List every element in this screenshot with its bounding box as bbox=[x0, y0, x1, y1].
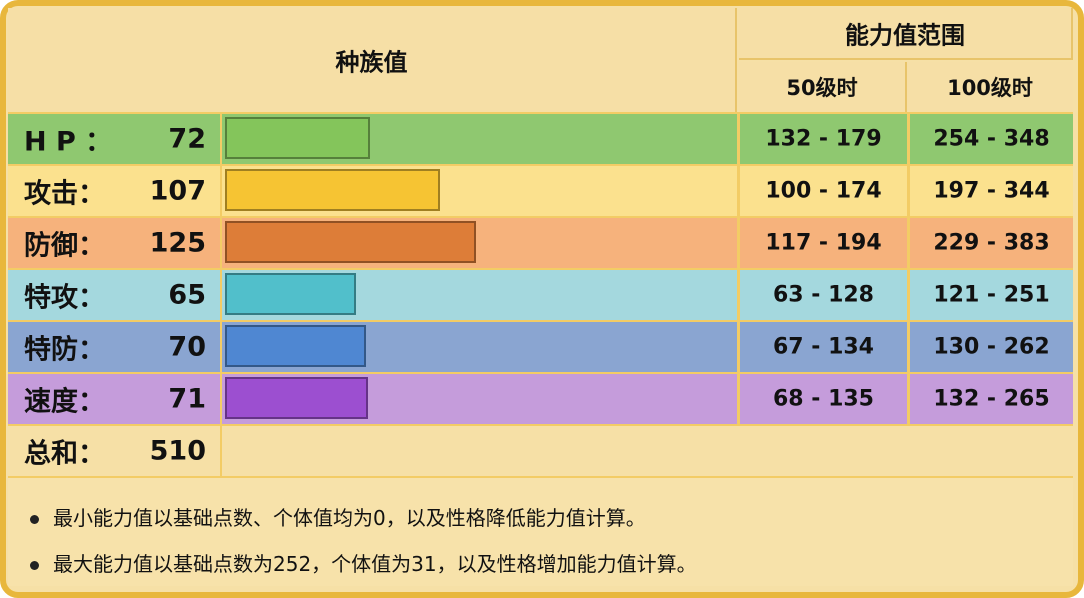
stat-bar bbox=[225, 221, 476, 263]
stat-bar bbox=[225, 117, 370, 159]
row-divider bbox=[8, 424, 1073, 426]
level50-label: 50级时 bbox=[786, 76, 858, 100]
stat-value: 70 bbox=[168, 331, 206, 363]
bullet-icon bbox=[30, 561, 39, 570]
range50-cell: 67 - 134 bbox=[737, 322, 907, 372]
range100-value: 197 - 344 bbox=[933, 178, 1050, 204]
row-divider bbox=[8, 320, 1073, 322]
stat-bar-cell bbox=[220, 166, 737, 216]
stat-bar bbox=[225, 273, 356, 315]
stat-row: 特攻： 65 63 - 128 121 - 251 bbox=[8, 270, 1073, 320]
stat-name: 速度： bbox=[24, 386, 105, 418]
range100-value: 132 - 265 bbox=[933, 386, 1050, 412]
range-title: 能力值范围 bbox=[845, 21, 965, 50]
range50-value: 68 - 135 bbox=[773, 386, 874, 412]
stat-bar-cell bbox=[220, 322, 737, 372]
stat-value: 72 bbox=[168, 123, 206, 155]
range50-value: 132 - 179 bbox=[765, 126, 882, 152]
level100-label: 100级时 bbox=[947, 76, 1033, 100]
stat-value: 65 bbox=[168, 279, 206, 311]
stat-value: 125 bbox=[149, 227, 206, 259]
note-item: 最小能力值以基础点数、个体值均为0，以及性格降低能力值计算。 bbox=[30, 502, 646, 531]
total-empty-cell bbox=[220, 426, 1073, 476]
range100-cell: 254 - 348 bbox=[907, 114, 1073, 164]
stat-name: 攻击： bbox=[24, 178, 105, 210]
stat-value: 107 bbox=[149, 175, 206, 207]
stat-bar bbox=[225, 325, 366, 367]
level100-header: 100级时 bbox=[907, 62, 1073, 112]
species-title: 种族值 bbox=[335, 48, 408, 77]
stat-row: 防御： 125 117 - 194 229 - 383 bbox=[8, 218, 1073, 268]
stat-label-cell: H P ： 72 bbox=[8, 114, 220, 164]
stat-bar-cell bbox=[220, 374, 737, 424]
row-divider bbox=[8, 164, 1073, 166]
total-label-cell: 总和： 510 bbox=[8, 426, 220, 476]
stat-label-cell: 速度： 71 bbox=[8, 374, 220, 424]
total-value: 510 bbox=[149, 435, 206, 467]
stat-bar-cell bbox=[220, 270, 737, 320]
level50-header: 50级时 bbox=[739, 62, 907, 112]
stat-bar bbox=[225, 377, 368, 419]
bullet-icon bbox=[30, 515, 39, 524]
stat-label-cell: 防御： 125 bbox=[8, 218, 220, 268]
species-header: 种族值 bbox=[8, 8, 737, 112]
range50-cell: 117 - 194 bbox=[737, 218, 907, 268]
range100-cell: 130 - 262 bbox=[907, 322, 1073, 372]
total-row: 总和： 510 bbox=[8, 426, 1073, 476]
row-divider bbox=[8, 112, 1073, 114]
stat-label-cell: 特攻： 65 bbox=[8, 270, 220, 320]
row-divider bbox=[8, 216, 1073, 218]
range50-cell: 100 - 174 bbox=[737, 166, 907, 216]
stat-value: 71 bbox=[168, 383, 206, 415]
range100-value: 130 - 262 bbox=[933, 334, 1050, 360]
stat-name: 特攻： bbox=[24, 282, 105, 314]
range100-cell: 229 - 383 bbox=[907, 218, 1073, 268]
stat-name: 特防： bbox=[24, 334, 105, 366]
range100-cell: 121 - 251 bbox=[907, 270, 1073, 320]
range100-value: 121 - 251 bbox=[933, 282, 1050, 308]
stat-row: 速度： 71 68 - 135 132 - 265 bbox=[8, 374, 1073, 424]
row-divider bbox=[8, 268, 1073, 270]
total-name: 总和： bbox=[24, 438, 105, 470]
range100-value: 254 - 348 bbox=[933, 126, 1050, 152]
range-header: 能力值范围 bbox=[739, 8, 1073, 60]
range50-cell: 68 - 135 bbox=[737, 374, 907, 424]
notes-divider bbox=[8, 476, 1073, 478]
stat-row: 特防： 70 67 - 134 130 - 262 bbox=[8, 322, 1073, 372]
stat-label-cell: 攻击： 107 bbox=[8, 166, 220, 216]
stat-row: H P ： 72 132 - 179 254 - 348 bbox=[8, 114, 1073, 164]
note-text: 最小能力值以基础点数、个体值均为0，以及性格降低能力值计算。 bbox=[53, 506, 646, 530]
range50-value: 63 - 128 bbox=[773, 282, 874, 308]
range50-value: 100 - 174 bbox=[765, 178, 882, 204]
notes-section: 最小能力值以基础点数、个体值均为0，以及性格降低能力值计算。 最大能力值以基础点… bbox=[8, 478, 1073, 586]
note-item: 最大能力值以基础点数为252，个体值为31，以及性格增加能力值计算。 bbox=[30, 548, 697, 577]
note-text: 最大能力值以基础点数为252，个体值为31，以及性格增加能力值计算。 bbox=[53, 552, 697, 576]
stat-bar bbox=[225, 169, 440, 211]
stat-name: H P ： bbox=[24, 126, 113, 158]
row-divider bbox=[8, 372, 1073, 374]
stat-bar-cell bbox=[220, 218, 737, 268]
range100-cell: 197 - 344 bbox=[907, 166, 1073, 216]
range50-value: 117 - 194 bbox=[765, 230, 882, 256]
range50-cell: 132 - 179 bbox=[737, 114, 907, 164]
stat-row: 攻击： 107 100 - 174 197 - 344 bbox=[8, 166, 1073, 216]
stat-label-cell: 特防： 70 bbox=[8, 322, 220, 372]
range50-value: 67 - 134 bbox=[773, 334, 874, 360]
range50-cell: 63 - 128 bbox=[737, 270, 907, 320]
range100-value: 229 - 383 bbox=[933, 230, 1050, 256]
stat-name: 防御： bbox=[24, 230, 105, 262]
stat-bar-cell bbox=[220, 114, 737, 164]
range100-cell: 132 - 265 bbox=[907, 374, 1073, 424]
